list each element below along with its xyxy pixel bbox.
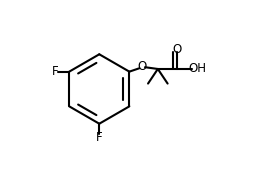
Text: OH: OH bbox=[188, 62, 206, 75]
Text: F: F bbox=[52, 65, 59, 78]
Text: O: O bbox=[172, 43, 181, 56]
Text: F: F bbox=[96, 131, 103, 144]
Text: O: O bbox=[137, 60, 147, 73]
